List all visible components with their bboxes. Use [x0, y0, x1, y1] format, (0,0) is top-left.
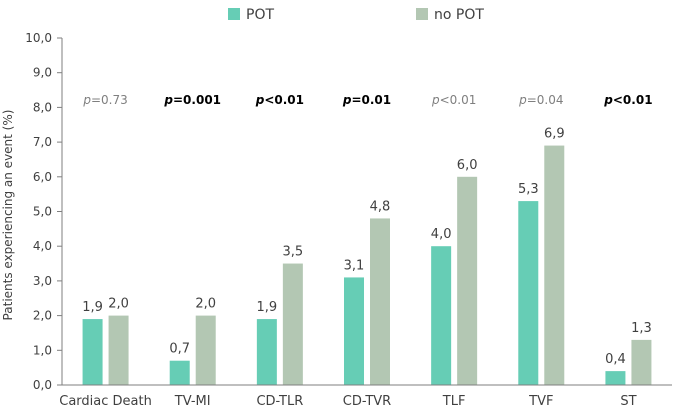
- bar: [518, 201, 539, 385]
- data-label: 1,3: [631, 321, 652, 336]
- bar: [108, 315, 129, 385]
- data-label: 4,0: [431, 227, 452, 242]
- bar: [256, 319, 277, 385]
- p-value-label: p=0.01: [342, 93, 391, 107]
- bar: [169, 360, 190, 385]
- y-tick-label: 3,0: [33, 274, 52, 288]
- p-value-label: p=0.73: [82, 93, 127, 107]
- bar: [82, 319, 103, 385]
- p-value-label: p<0.01: [255, 93, 304, 107]
- bar: [370, 218, 390, 385]
- y-axis-label: Patients experiencing an event (%): [1, 110, 15, 321]
- data-label: 1,9: [257, 300, 278, 315]
- y-tick-label: 7,0: [33, 135, 52, 149]
- y-tick-label: 9,0: [33, 66, 52, 80]
- data-label: 0,7: [169, 342, 190, 357]
- y-tick-label: 1,0: [33, 343, 52, 357]
- bars: 1,9 2,0 0,7 2,0 1,9 3,5 3,1 4,8 4,0 6,0 5,3 6,9 0,4 1…: [82, 127, 652, 385]
- bar: [195, 315, 216, 385]
- bar: [282, 263, 303, 385]
- legend-label: no POT: [434, 7, 484, 23]
- y-tick-label: 0,0: [33, 378, 52, 392]
- category-label: TV-MI: [174, 394, 211, 409]
- bar: [344, 277, 364, 385]
- data-label: 5,3: [518, 182, 539, 197]
- y-tick-label: 4,0: [33, 239, 52, 253]
- p-value-label: p=0.04: [518, 93, 563, 107]
- data-label: 0,4: [605, 352, 626, 367]
- data-label: 1,9: [82, 300, 103, 315]
- bar: [631, 339, 652, 385]
- bar: [431, 246, 452, 385]
- legend-label: POT: [246, 7, 274, 23]
- y-tick-label: 8,0: [33, 100, 52, 114]
- bar: [605, 371, 626, 385]
- data-label: 2,0: [108, 297, 129, 312]
- legend-swatch: [416, 8, 428, 20]
- p-value-label: p<0.01: [603, 93, 652, 107]
- y-tick-label: 5,0: [33, 205, 52, 219]
- legend-swatch: [228, 8, 240, 20]
- category-label: ST: [620, 394, 636, 409]
- y-tick-label: 2,0: [33, 309, 52, 323]
- bar: [457, 176, 478, 385]
- category-label: Cardiac Death: [59, 394, 152, 409]
- p-value-annotations: p=0.73 p=0.001 p<0.01 p=0.01 p<0.01 p=0.04 p<0…: [82, 93, 652, 107]
- data-label: 6,0: [457, 158, 478, 173]
- y-tick-label: 10,0: [25, 31, 52, 45]
- data-label: 6,9: [544, 127, 565, 142]
- category-label: CD-TVR: [343, 394, 391, 409]
- category-label: TLF: [442, 394, 466, 409]
- data-label: 4,8: [370, 199, 391, 214]
- category-label: CD-TLR: [256, 394, 303, 409]
- p-value-label: p=0.001: [163, 93, 221, 107]
- x-axis: Cardiac Death TV-MI CD-TLR CD-TVR TLF TVF ST: [59, 384, 672, 409]
- p-value-label: p<0.01: [431, 93, 476, 107]
- legend: POT no POT: [228, 7, 484, 23]
- y-tick-label: 6,0: [33, 170, 52, 184]
- data-label: 3,5: [283, 245, 304, 260]
- y-axis: 0,0 1,0 2,0 3,0 4,0 5,0 6,0 7,0 8,0 9,0 10,0: [25, 31, 63, 392]
- category-label: TVF: [528, 394, 553, 409]
- data-label: 3,1: [344, 258, 365, 273]
- bar: [544, 145, 565, 385]
- data-label: 2,0: [195, 297, 216, 312]
